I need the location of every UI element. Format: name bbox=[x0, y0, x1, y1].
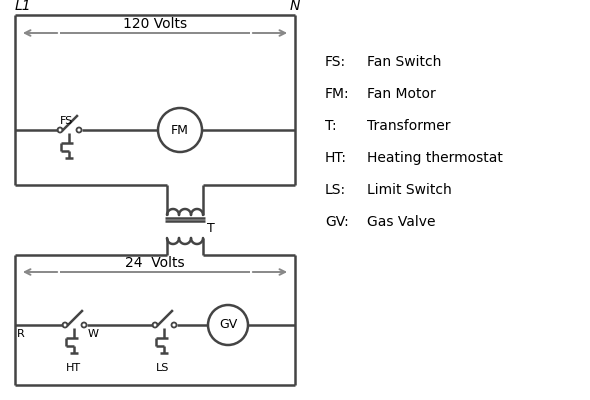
Text: FS:: FS: bbox=[325, 55, 346, 69]
Text: Fan Motor: Fan Motor bbox=[367, 87, 436, 101]
Text: 120 Volts: 120 Volts bbox=[123, 17, 187, 31]
Text: Heating thermostat: Heating thermostat bbox=[367, 151, 503, 165]
Text: T:: T: bbox=[325, 119, 337, 133]
Text: GV: GV bbox=[219, 318, 237, 332]
Text: FM:: FM: bbox=[325, 87, 350, 101]
Text: 24  Volts: 24 Volts bbox=[125, 256, 185, 270]
Text: GV:: GV: bbox=[325, 215, 349, 229]
Text: LS:: LS: bbox=[325, 183, 346, 197]
Text: FM: FM bbox=[171, 124, 189, 136]
Text: R: R bbox=[17, 329, 25, 339]
Text: Limit Switch: Limit Switch bbox=[367, 183, 452, 197]
Text: LS: LS bbox=[156, 363, 170, 373]
Text: HT: HT bbox=[65, 363, 81, 373]
Text: L1: L1 bbox=[15, 0, 32, 13]
Text: Transformer: Transformer bbox=[367, 119, 451, 133]
Text: Fan Switch: Fan Switch bbox=[367, 55, 441, 69]
Text: HT:: HT: bbox=[325, 151, 347, 165]
Text: Gas Valve: Gas Valve bbox=[367, 215, 435, 229]
Text: T: T bbox=[207, 222, 215, 234]
Text: N: N bbox=[290, 0, 300, 13]
Text: FS: FS bbox=[60, 116, 73, 126]
Text: W: W bbox=[88, 329, 99, 339]
